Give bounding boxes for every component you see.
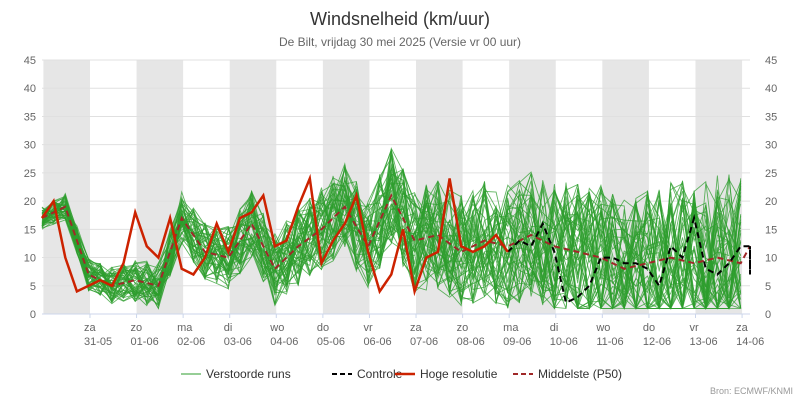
chart-title: Windsnelheid (km/uur): [310, 9, 490, 29]
y-tick-label-left: 15: [24, 224, 36, 236]
x-tick-day: zo: [131, 322, 143, 334]
legend-median-label[interactable]: Middelste (P50): [538, 367, 622, 381]
ensemble-member-line: [41, 174, 742, 309]
ensemble-member-line: [41, 174, 742, 310]
y-tick-label-left: 10: [24, 253, 36, 265]
hires-line: [40, 173, 509, 297]
y-tick-label-right: 40: [765, 83, 777, 95]
y-tick-label-left: 20: [24, 196, 36, 208]
x-tick-date: 02-06: [177, 336, 205, 348]
x-tick-day: di: [224, 322, 233, 334]
x-tick-day: vr: [690, 322, 700, 334]
day-shade: [43, 60, 90, 314]
legend-control-label[interactable]: Controle: [357, 367, 403, 381]
x-tick-day: do: [643, 322, 655, 334]
x-tick-date: 04-06: [270, 336, 298, 348]
x-tick-date: 13-06: [690, 336, 718, 348]
ensemble-member-line: [41, 177, 742, 310]
main-series: [40, 173, 751, 305]
source-credit: Bron: ECMWF/KNMI: [710, 386, 793, 396]
ensemble-member-line: [41, 178, 742, 309]
chart-subtitle: De Bilt, vrijdag 30 mei 2025 (Versie vr …: [279, 35, 521, 49]
y-tick-label-right: 5: [765, 281, 771, 293]
y-tick-label-left: 35: [24, 111, 36, 123]
x-tick-day: zo: [457, 322, 469, 334]
y-tick-label-right: 25: [765, 168, 777, 180]
y-tick-label-right: 15: [765, 224, 777, 236]
ensemble-member-line: [41, 178, 742, 310]
x-tick-date: 03-06: [224, 336, 252, 348]
y-tick-label-right: 35: [765, 111, 777, 123]
x-tick-day: di: [550, 322, 559, 334]
x-tick-date: 09-06: [503, 336, 531, 348]
x-tick-day: wo: [269, 322, 284, 334]
x-tick-day: ma: [177, 322, 193, 334]
x-tick-day: za: [736, 322, 749, 334]
axes: 0 0 5 5 10 10 15 15 20 20 25 25 30 30 35 35 40 40 45 45 za 31…: [24, 55, 778, 348]
legend-hires-label[interactable]: Hoge resolutie: [420, 367, 498, 381]
ensemble-member-line: [41, 172, 742, 310]
y-tick-label-left: 25: [24, 168, 36, 180]
x-tick-day: do: [317, 322, 329, 334]
x-tick-date: 31-05: [84, 336, 112, 348]
y-tick-label-left: 40: [24, 83, 36, 95]
x-tick-date: 01-06: [131, 336, 159, 348]
x-tick-day: vr: [363, 322, 373, 334]
y-tick-label-right: 20: [765, 196, 777, 208]
x-tick-date: 06-06: [363, 336, 391, 348]
x-tick-date: 12-06: [643, 336, 671, 348]
control-line: [507, 214, 751, 305]
ensemble-member-line: [41, 169, 742, 310]
x-tick-date: 10-06: [550, 336, 578, 348]
legend: Verstoorde runs Controle Hoge resolutie …: [181, 367, 622, 381]
x-tick-date: 14-06: [736, 336, 764, 348]
y-tick-label-right: 10: [765, 253, 777, 265]
x-tick-date: 11-06: [596, 336, 623, 348]
legend-ensemble-label[interactable]: Verstoorde runs: [206, 367, 291, 381]
x-tick-day: ma: [503, 322, 519, 334]
x-tick-day: za: [84, 322, 97, 334]
y-tick-label-left: 45: [24, 55, 36, 67]
y-tick-label-right: 45: [765, 55, 777, 67]
y-tick-label-left: 5: [30, 281, 36, 293]
x-tick-date: 07-06: [410, 336, 438, 348]
x-tick-day: wo: [595, 322, 610, 334]
ensemble-members: [41, 146, 742, 311]
x-tick-day: za: [410, 322, 423, 334]
y-tick-label-left: 30: [24, 140, 36, 152]
y-tick-label-right: 30: [765, 140, 777, 152]
x-tick-date: 08-06: [457, 336, 485, 348]
y-tick-label-left: 0: [30, 309, 36, 321]
x-tick-date: 05-06: [317, 336, 345, 348]
y-tick-label-right: 0: [765, 309, 771, 321]
median-line: [41, 193, 751, 287]
